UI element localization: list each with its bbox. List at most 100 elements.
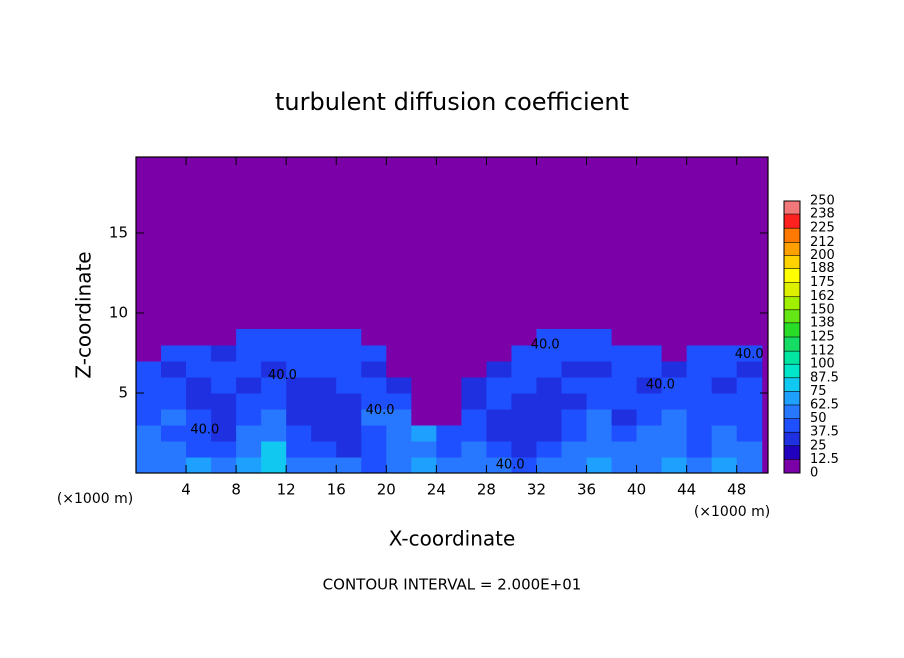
field-cell — [636, 377, 663, 394]
field-cell — [661, 425, 688, 442]
field-cell — [186, 441, 212, 458]
field-cell — [386, 377, 412, 394]
contour-label: 40.0 — [496, 458, 525, 473]
field-cell — [136, 329, 162, 346]
field-cell — [736, 361, 763, 378]
field-cell — [661, 361, 688, 378]
field-cell — [611, 377, 638, 394]
field-cell — [561, 457, 588, 474]
field-cell — [511, 345, 537, 362]
field-cell — [436, 425, 462, 442]
field-cell — [461, 441, 487, 458]
field-cell — [586, 409, 613, 426]
field-cell — [661, 345, 688, 362]
field-cell — [136, 425, 162, 442]
x-tick-label: 28 — [477, 481, 496, 499]
x-tick-label: 16 — [327, 481, 346, 499]
field-cell — [586, 361, 613, 378]
field-cell — [236, 457, 262, 474]
field-cell — [536, 393, 563, 410]
colorbar-band — [784, 351, 800, 365]
field-cell — [286, 361, 312, 378]
y-tick-label: 5 — [118, 384, 128, 402]
field-cell — [261, 345, 287, 362]
field-cell — [561, 393, 588, 410]
field-cell — [186, 393, 212, 410]
field-cell — [461, 425, 487, 442]
field-cell — [336, 457, 362, 474]
field-cell — [161, 457, 187, 474]
field-cell — [486, 329, 512, 346]
colorbar-band — [784, 337, 800, 352]
colorbar-tick-label: 212 — [810, 235, 835, 250]
field-cell — [511, 409, 537, 426]
field-cell — [611, 441, 638, 458]
field-cell — [136, 361, 162, 378]
field-cell — [661, 457, 688, 474]
field-cell — [311, 329, 337, 346]
field-cell — [211, 441, 237, 458]
colorbar-tick-label: 175 — [810, 275, 835, 290]
colorbar-tick-label: 12.5 — [810, 452, 839, 467]
field-cell — [386, 329, 412, 346]
field-cell — [236, 409, 262, 426]
field-cell — [236, 361, 262, 378]
colorbar-tick-label: 250 — [810, 194, 835, 209]
field-cell — [311, 393, 337, 410]
field-cell — [686, 425, 713, 442]
field-cell — [236, 377, 262, 394]
field-cell — [161, 409, 187, 426]
field-cell — [436, 361, 462, 378]
field-cell — [486, 409, 512, 426]
field-cell — [386, 393, 412, 410]
field-cell — [136, 393, 162, 410]
field-cell — [336, 361, 362, 378]
field-cell — [386, 441, 412, 458]
field-cell — [161, 377, 187, 394]
field-cell — [161, 393, 187, 410]
colorbar-band — [784, 377, 800, 392]
x-tick-label: 8 — [231, 481, 241, 499]
field-cell — [536, 377, 563, 394]
field-cell — [186, 377, 212, 394]
field-cell — [411, 345, 437, 362]
field-cell — [511, 361, 537, 378]
field-cell — [561, 329, 588, 346]
field-cell — [736, 441, 763, 458]
field-cell — [686, 329, 713, 346]
field-cell — [236, 425, 262, 442]
field-cell — [211, 425, 237, 442]
field-cell — [286, 377, 312, 394]
field-cell — [261, 361, 287, 378]
field-cell — [711, 345, 738, 362]
field-cell — [536, 345, 563, 362]
field-cell — [436, 329, 462, 346]
field-cell — [611, 361, 638, 378]
field-cell — [436, 393, 462, 410]
field-cell — [461, 457, 487, 474]
field-cell — [161, 425, 187, 442]
colorbar-tick-label: 225 — [810, 221, 835, 236]
field-cell — [361, 393, 387, 410]
field-cell — [461, 361, 487, 378]
field-cell — [136, 409, 162, 426]
field-cell — [486, 361, 512, 378]
field-cell — [586, 345, 613, 362]
y-tick-label: 10 — [109, 304, 128, 322]
field-cell — [236, 441, 262, 458]
field-cell — [536, 409, 563, 426]
field-cell — [286, 457, 312, 474]
field-cell — [186, 409, 212, 426]
field-cell — [711, 377, 738, 394]
colorbar-band — [784, 364, 800, 378]
colorbar: 012.52537.55062.57587.510011212513815016… — [783, 194, 839, 481]
field-cell — [386, 345, 412, 362]
field-cell — [386, 457, 412, 474]
colorbar-tick-label: 87.5 — [810, 370, 839, 385]
field-cell — [186, 425, 212, 442]
field-cell — [411, 361, 437, 378]
field-cell — [661, 329, 688, 346]
field-cell — [636, 361, 663, 378]
